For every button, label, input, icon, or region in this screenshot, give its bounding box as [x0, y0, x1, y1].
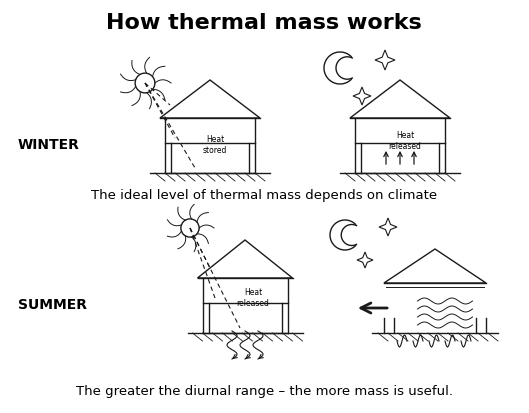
- Text: WINTER: WINTER: [18, 138, 80, 152]
- Text: The ideal level of thermal mass depends on climate: The ideal level of thermal mass depends …: [91, 188, 437, 202]
- Text: Heat
released: Heat released: [236, 288, 269, 308]
- Text: Heat
stored: Heat stored: [203, 135, 227, 155]
- Text: How thermal mass works: How thermal mass works: [106, 13, 422, 33]
- Text: Heat
released: Heat released: [389, 131, 422, 151]
- Text: SUMMER: SUMMER: [18, 298, 87, 312]
- Text: The greater the diurnal range – the more mass is useful.: The greater the diurnal range – the more…: [76, 385, 452, 398]
